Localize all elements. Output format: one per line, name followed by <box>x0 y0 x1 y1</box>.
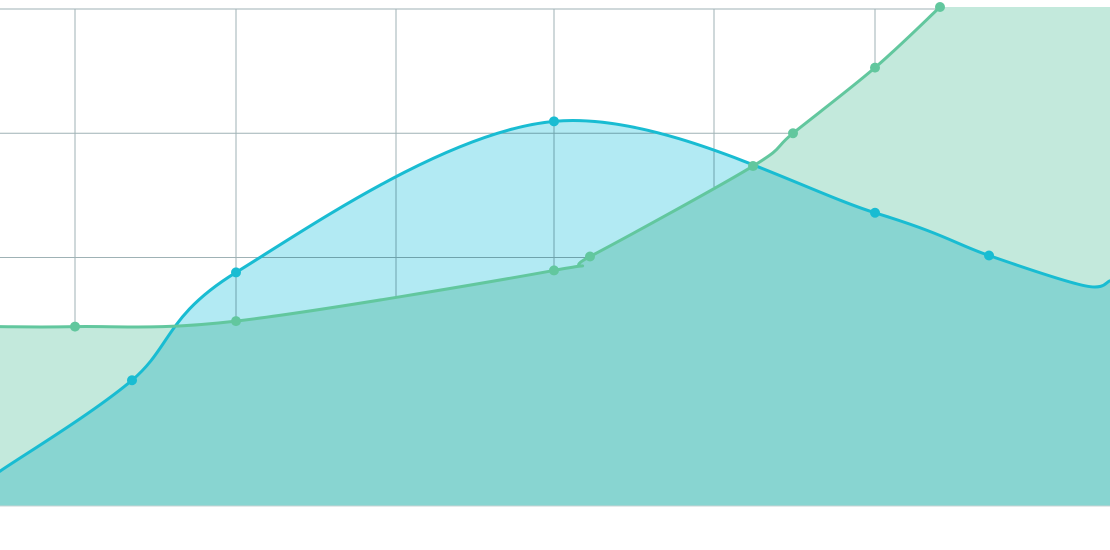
line-series-1 <box>0 5 942 329</box>
point-series-1-4 <box>585 251 595 262</box>
point-series-1-2 <box>231 316 241 327</box>
point-series-0-2 <box>231 267 241 278</box>
point-series-0-4 <box>870 207 880 218</box>
area-series-0 <box>0 120 1110 506</box>
point-series-0-3 <box>549 116 559 127</box>
point-series-0-1 <box>127 375 137 386</box>
point-series-1-6 <box>788 128 798 139</box>
line-series-0 <box>0 118 1110 473</box>
point-series-0-5 <box>984 250 994 261</box>
point-series-1-3 <box>549 265 559 276</box>
point-series-1-8 <box>935 2 945 13</box>
point-series-1-1 <box>70 321 80 332</box>
markers <box>70 2 994 386</box>
lines <box>0 5 1110 473</box>
point-series-1-5 <box>748 161 758 172</box>
areas <box>0 7 1110 507</box>
point-series-1-7 <box>870 62 880 73</box>
